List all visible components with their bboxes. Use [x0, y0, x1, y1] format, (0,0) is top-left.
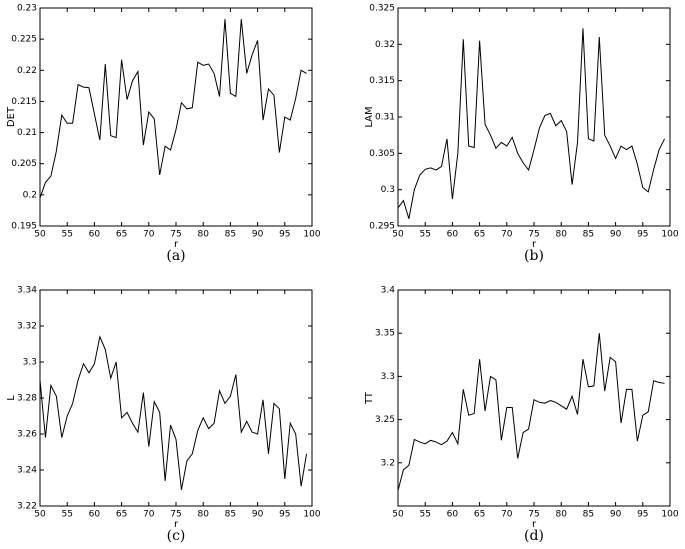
x-tick-label: 50: [392, 510, 404, 520]
y-tick-label: 3.28: [17, 394, 37, 404]
y-tick-label: 0.2: [23, 190, 37, 200]
y-axis-label: DET: [6, 106, 17, 127]
y-tick-label: 3.26: [17, 430, 37, 440]
y-tick-label: 0.205: [11, 159, 37, 169]
x-tick-label: 80: [555, 230, 567, 240]
x-tick-label: 85: [583, 510, 594, 520]
y-tick-label: 3.3: [381, 372, 395, 382]
subplot: 50 55 60 65 70 75 80 85 90 95 100 3.2 3.25 3.3 3.35 3.4…: [364, 286, 679, 545]
x-tick-label: 55: [419, 510, 430, 520]
y-tick-label: 3.2: [381, 458, 395, 468]
y-tick-label: 0.195: [11, 222, 37, 232]
x-tick-label: 90: [610, 510, 622, 520]
y-tick-label: 0.315: [369, 76, 395, 86]
x-tick-label: 80: [197, 230, 209, 240]
y-tick-label: 0.295: [369, 222, 395, 232]
y-tick-label: 0.22: [17, 66, 37, 76]
axes-box: [39, 289, 313, 507]
x-axis-label: r: [532, 519, 537, 530]
x-tick-label: 70: [501, 230, 513, 240]
y-tick-label: 3.32: [17, 322, 37, 332]
x-tick-label: 60: [89, 510, 101, 520]
x-tick-label: 90: [252, 510, 264, 520]
x-tick-label: 75: [170, 510, 181, 520]
x-tick-label: 70: [143, 230, 155, 240]
axes-box: [397, 289, 671, 507]
data-line: [39, 19, 307, 199]
x-tick-label: 85: [583, 230, 594, 240]
x-tick-label: 100: [661, 510, 678, 520]
caption: (a): [166, 248, 185, 264]
x-tick-label: 95: [637, 230, 648, 240]
y-tick-label: 0.21: [17, 128, 37, 138]
y-tick-label: 0.215: [11, 97, 37, 107]
data-line: [397, 333, 665, 491]
x-tick-label: 50: [34, 230, 46, 240]
x-tick-label: 65: [474, 230, 485, 240]
y-axis-label: L: [6, 395, 17, 401]
data-line: [397, 28, 666, 219]
x-tick-label: 60: [447, 510, 459, 520]
x-tick-label: 65: [116, 230, 127, 240]
x-tick-label: 65: [474, 510, 485, 520]
y-tick-label: 0.23: [17, 4, 37, 14]
x-tick-label: 75: [528, 230, 539, 240]
x-axis-label: r: [532, 239, 537, 250]
y-tick-label: 3.22: [17, 502, 37, 512]
subplot: 50 55 60 65 70 75 80 85 90 95 100 3.22 3.24 3.26 3.28 3…: [6, 286, 321, 545]
x-axis-label: r: [174, 519, 179, 530]
x-tick-label: 70: [143, 510, 155, 520]
x-tick-label: 100: [303, 510, 320, 520]
y-tick-label: 3.35: [375, 329, 395, 339]
caption: (d): [524, 528, 544, 544]
y-tick-label: 0.325: [369, 4, 395, 14]
y-tick-label: 3.25: [375, 415, 395, 425]
y-tick-label: 3.24: [17, 466, 37, 476]
x-tick-label: 95: [279, 510, 290, 520]
x-tick-label: 85: [225, 230, 236, 240]
y-tick-label: 0.3: [381, 185, 395, 195]
x-tick-label: 95: [637, 510, 648, 520]
x-tick-label: 75: [170, 230, 181, 240]
x-tick-label: 70: [501, 510, 513, 520]
x-tick-label: 100: [661, 230, 678, 240]
y-tick-label: 0.225: [11, 35, 37, 45]
x-axis-label: r: [174, 239, 179, 250]
y-tick-label: 3.34: [17, 286, 37, 296]
axes-box: [397, 7, 671, 227]
x-tick-label: 90: [252, 230, 264, 240]
x-tick-label: 100: [303, 230, 320, 240]
x-tick-label: 50: [392, 230, 404, 240]
axes-box: [39, 7, 313, 227]
y-axis-label: LAM: [364, 106, 375, 127]
y-axis-label: TT: [364, 391, 375, 405]
x-tick-label: 75: [528, 510, 539, 520]
x-tick-label: 50: [34, 510, 46, 520]
x-tick-label: 60: [447, 230, 459, 240]
caption: (b): [524, 248, 544, 264]
caption: (c): [167, 528, 186, 544]
x-tick-label: 80: [197, 510, 209, 520]
subplot: 50 55 60 65 70 75 80 85 90 95 100 0.295 0.3 0.305 0.31…: [364, 4, 679, 265]
x-tick-label: 55: [419, 230, 430, 240]
x-tick-label: 85: [225, 510, 236, 520]
y-tick-label: 0.32: [375, 40, 395, 50]
data-line: [39, 335, 308, 490]
x-tick-label: 55: [61, 510, 72, 520]
x-tick-label: 55: [61, 230, 72, 240]
x-tick-label: 80: [555, 510, 567, 520]
x-tick-label: 90: [610, 230, 622, 240]
y-tick-label: 3.4: [381, 286, 396, 296]
x-tick-label: 60: [89, 230, 101, 240]
y-tick-label: 0.31: [375, 113, 395, 123]
subplot: 50 55 60 65 70 75 80 85 90 95 100 0.195 0.2 0.205 0.21…: [6, 4, 321, 265]
y-tick-label: 3.3: [23, 358, 37, 368]
y-tick-label: 0.305: [369, 149, 395, 159]
x-tick-label: 65: [116, 510, 127, 520]
x-tick-label: 95: [279, 230, 290, 240]
